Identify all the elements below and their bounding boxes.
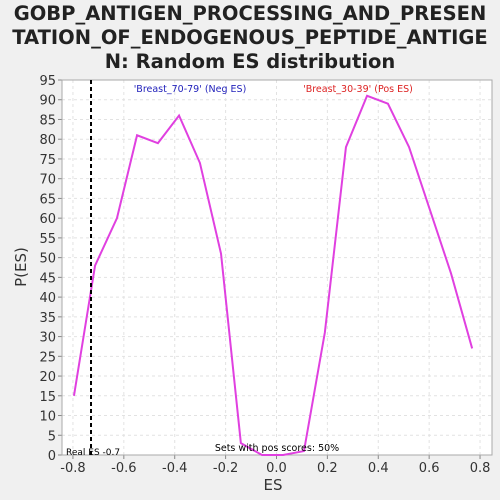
x-axis-label: ES	[264, 476, 283, 494]
plot-area	[62, 80, 492, 455]
neg-label: 'Breast_70-79' (Neg ES)	[134, 84, 247, 95]
y-tick-label: 80	[39, 133, 56, 148]
x-tick-label: -0.8	[60, 461, 85, 476]
y-tick-label: 25	[39, 350, 56, 365]
y-tick-label: 55	[39, 232, 56, 247]
x-tick-label: 0.2	[317, 461, 338, 476]
x-tick-label: -0.4	[162, 461, 187, 476]
real-es-label: Real ES -0.7	[66, 448, 120, 458]
y-tick-label: 30	[39, 331, 56, 346]
pos-scores-label: Sets with pos scores: 50%	[215, 443, 339, 454]
y-tick-label: 95	[39, 74, 56, 89]
x-tick-label: 0.4	[368, 461, 389, 476]
y-axis-label: P(ES)	[12, 247, 30, 287]
y-tick-label: 50	[39, 252, 56, 267]
x-tick-label: -0.6	[111, 461, 136, 476]
chart-title: TATION_OF_ENDOGENOUS_PEPTIDE_ANTIGE	[12, 26, 487, 49]
y-tick-label: 70	[39, 173, 56, 188]
y-tick-label: 10	[39, 410, 56, 425]
y-tick-label: 20	[39, 370, 56, 385]
y-tick-label: 90	[39, 94, 56, 109]
es-line	[72, 94, 474, 456]
y-tick-label: 40	[39, 291, 56, 306]
x-tick-label: -0.2	[213, 461, 238, 476]
y-tick-label: 0	[48, 449, 56, 464]
y-tick-label: 35	[39, 311, 56, 326]
chart-title: N: Random ES distribution	[105, 50, 396, 73]
x-tick-label: 0.6	[419, 461, 440, 476]
y-tick-label: 15	[39, 390, 56, 405]
y-tick-label: 5	[48, 429, 56, 444]
y-tick-label: 65	[39, 192, 56, 207]
pos-label: 'Breast_30-39' (Pos ES)	[303, 84, 413, 95]
y-tick-label: 75	[39, 153, 56, 168]
x-tick-label: 0.0	[266, 461, 287, 476]
x-tick-label: 0.8	[470, 461, 491, 476]
chart-title: GOBP_ANTIGEN_PROCESSING_AND_PRESEN	[14, 2, 487, 25]
y-tick-label: 85	[39, 113, 56, 128]
y-tick-label: 60	[39, 212, 56, 227]
y-tick-label: 45	[39, 271, 56, 286]
